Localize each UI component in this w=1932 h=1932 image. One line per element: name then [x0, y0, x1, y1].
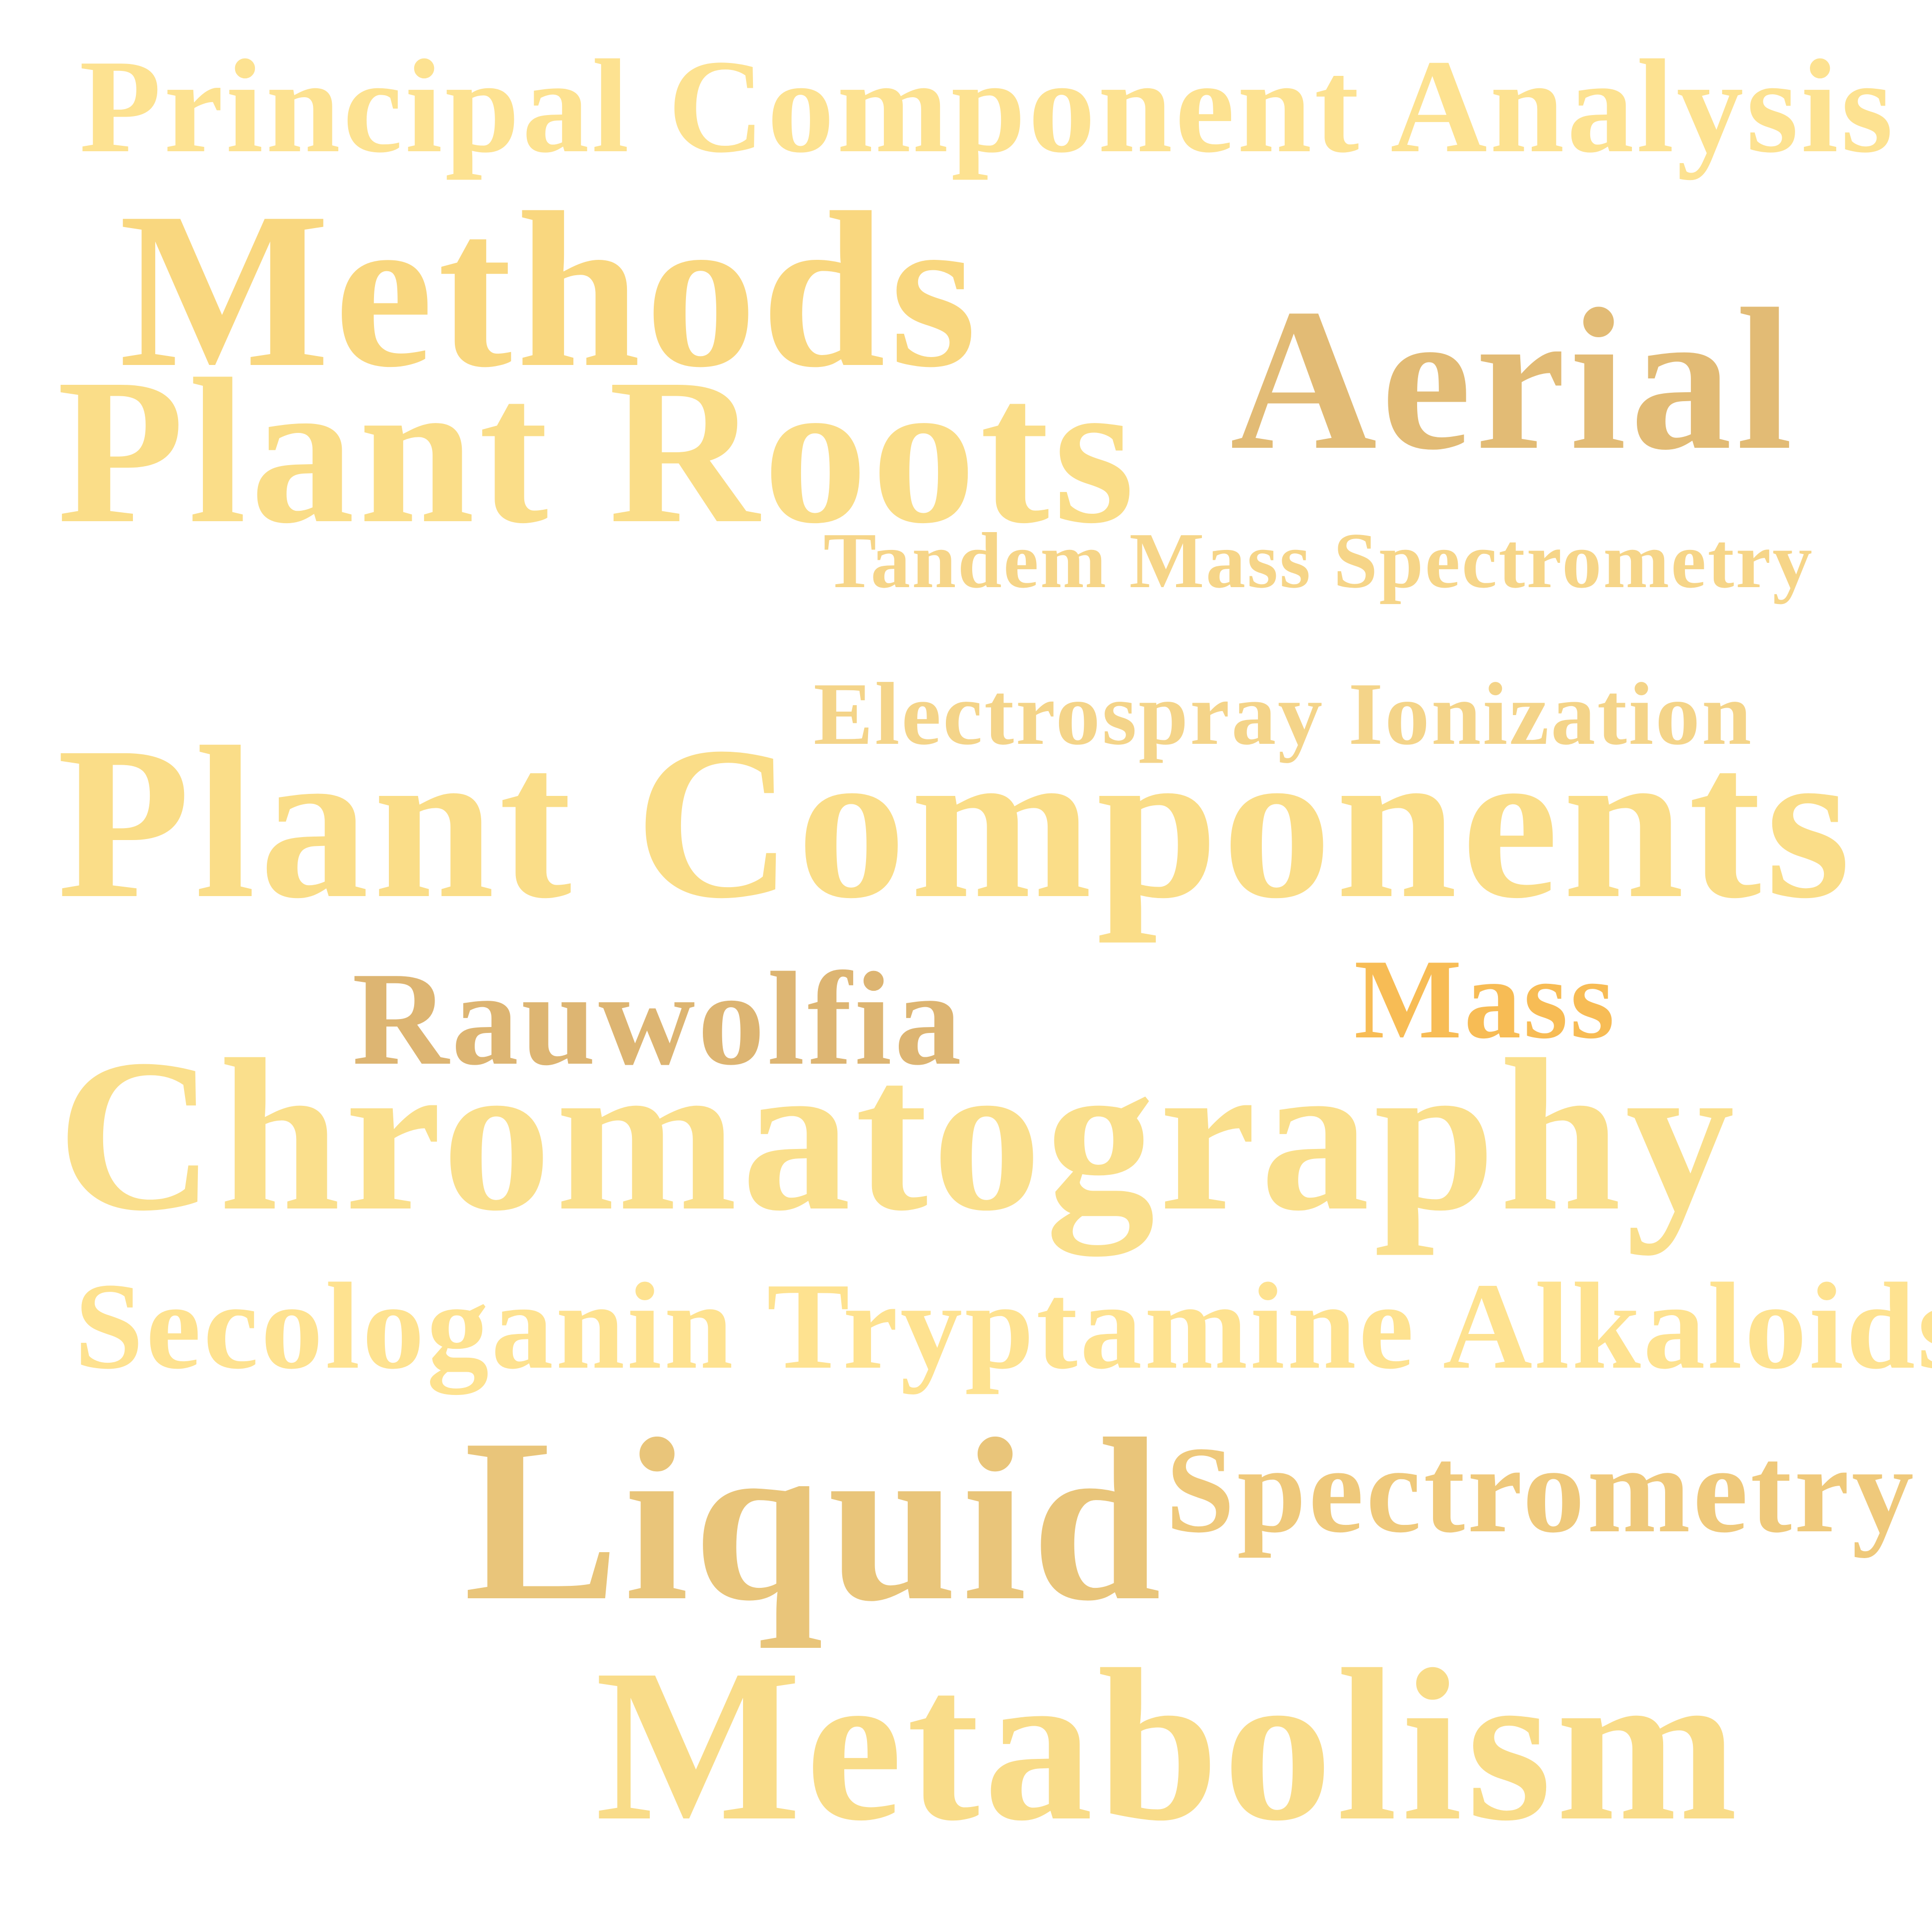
word-metabolism: Metabolism: [595, 1625, 1743, 1866]
word-aerial: Aerial: [1230, 267, 1797, 492]
word-mass: Mass: [1354, 936, 1617, 1062]
word-plant-roots: Plant Roots: [57, 336, 1139, 566]
word-methods: Methods: [119, 167, 981, 414]
word-plant-components: Plant Components: [57, 702, 1855, 944]
word-secologanin-tryptamine-alkaloids: Secologanin Tryptamine Alkaloids: [74, 1258, 1932, 1395]
word-electrospray-ionization: Electrospray Ionization: [813, 664, 1753, 763]
word-chromatography: Chromatography: [57, 1015, 1739, 1256]
word-spectrometry: Spectrometry: [1166, 1421, 1917, 1559]
word-tandem-mass-spectrometry: Tandem Mass Spectrometry: [823, 516, 1814, 604]
word-rauwolfia: Rauwolfia: [352, 945, 964, 1093]
word-liquid: Liquid: [464, 1390, 1166, 1649]
word-principal-component-analysis: Principal Component Analysis: [79, 32, 1896, 181]
